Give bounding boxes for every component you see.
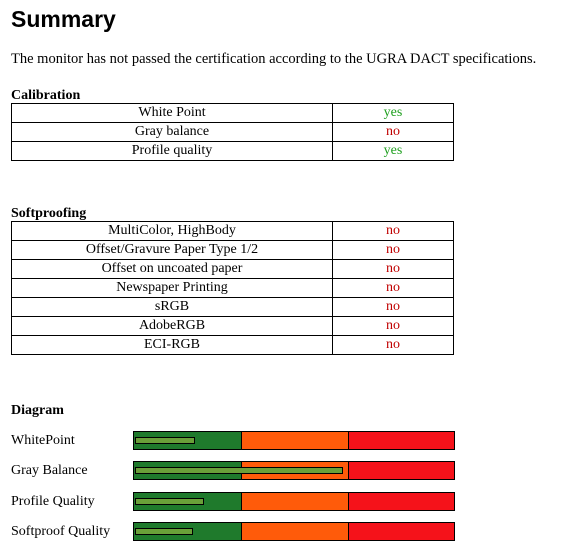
calibration-row-label: White Point	[11, 103, 333, 123]
bar-level-indicator	[135, 467, 343, 474]
softproofing-row: AdobeRGB no	[11, 316, 454, 336]
softproofing-row: MultiColor, HighBody no	[11, 221, 454, 241]
diagram-label: WhitePoint	[11, 433, 75, 448]
softproofing-row-label: Offset on uncoated paper	[11, 259, 333, 279]
quality-bar	[133, 522, 455, 541]
bar-level-indicator	[135, 498, 204, 505]
softproofing-row-value: no	[332, 297, 454, 317]
softproofing-row: sRGB no	[11, 297, 454, 317]
calibration-row: Gray balance no	[11, 122, 454, 142]
softproofing-table: MultiColor, HighBody no Offset/Gravure Pap…	[11, 221, 454, 355]
softproofing-row-value: no	[332, 316, 454, 336]
softproofing-row: Newspaper Printing no	[11, 278, 454, 298]
softproofing-row-label: AdobeRGB	[11, 316, 333, 336]
calibration-row-value: yes	[332, 141, 454, 161]
page-title: Summary	[11, 6, 116, 32]
diagram-label: Gray Balance	[11, 463, 88, 478]
calibration-row: White Point yes	[11, 103, 454, 123]
softproofing-row: Offset/Gravure Paper Type 1/2 no	[11, 240, 454, 260]
softproofing-row-value: no	[332, 278, 454, 298]
bar-segment-red	[349, 523, 454, 540]
bar-level-indicator	[135, 437, 195, 444]
softproofing-row-value: no	[332, 335, 454, 355]
calibration-row-label: Profile quality	[11, 141, 333, 161]
softproofing-row-label: ECI-RGB	[11, 335, 333, 355]
softproofing-row-label: Offset/Gravure Paper Type 1/2	[11, 240, 333, 260]
calibration-row-label: Gray balance	[11, 122, 333, 142]
calibration-table: White Point yes Gray balance no Profile qual…	[11, 103, 454, 161]
quality-bar	[133, 461, 455, 480]
bar-segment-orange	[242, 493, 349, 510]
softproofing-row-label: sRGB	[11, 297, 333, 317]
diagram-label: Softproof Quality	[11, 524, 111, 539]
bar-level-indicator	[135, 528, 193, 535]
bar-segment-red	[349, 462, 454, 479]
softproofing-row-value: no	[332, 259, 454, 279]
calibration-heading: Calibration	[11, 88, 81, 103]
calibration-row-value: no	[332, 122, 454, 142]
diagram-heading: Diagram	[11, 403, 64, 418]
softproofing-row: Offset on uncoated paper no	[11, 259, 454, 279]
bar-segment-red	[349, 493, 454, 510]
softproofing-row-value: no	[332, 221, 454, 241]
calibration-row-value: yes	[332, 103, 454, 123]
softproofing-row-label: Newspaper Printing	[11, 278, 333, 298]
summary-text: The monitor has not passed the certifica…	[11, 51, 537, 67]
softproofing-heading: Softproofing	[11, 206, 87, 221]
quality-bar	[133, 431, 455, 450]
bar-segment-orange	[242, 523, 349, 540]
diagram-label: Profile Quality	[11, 494, 95, 509]
softproofing-row: ECI-RGB no	[11, 335, 454, 355]
bar-segment-red	[349, 432, 454, 449]
quality-bar	[133, 492, 455, 511]
softproofing-row-label: MultiColor, HighBody	[11, 221, 333, 241]
softproofing-row-value: no	[332, 240, 454, 260]
bar-segment-orange	[242, 432, 349, 449]
calibration-row: Profile quality yes	[11, 141, 454, 161]
